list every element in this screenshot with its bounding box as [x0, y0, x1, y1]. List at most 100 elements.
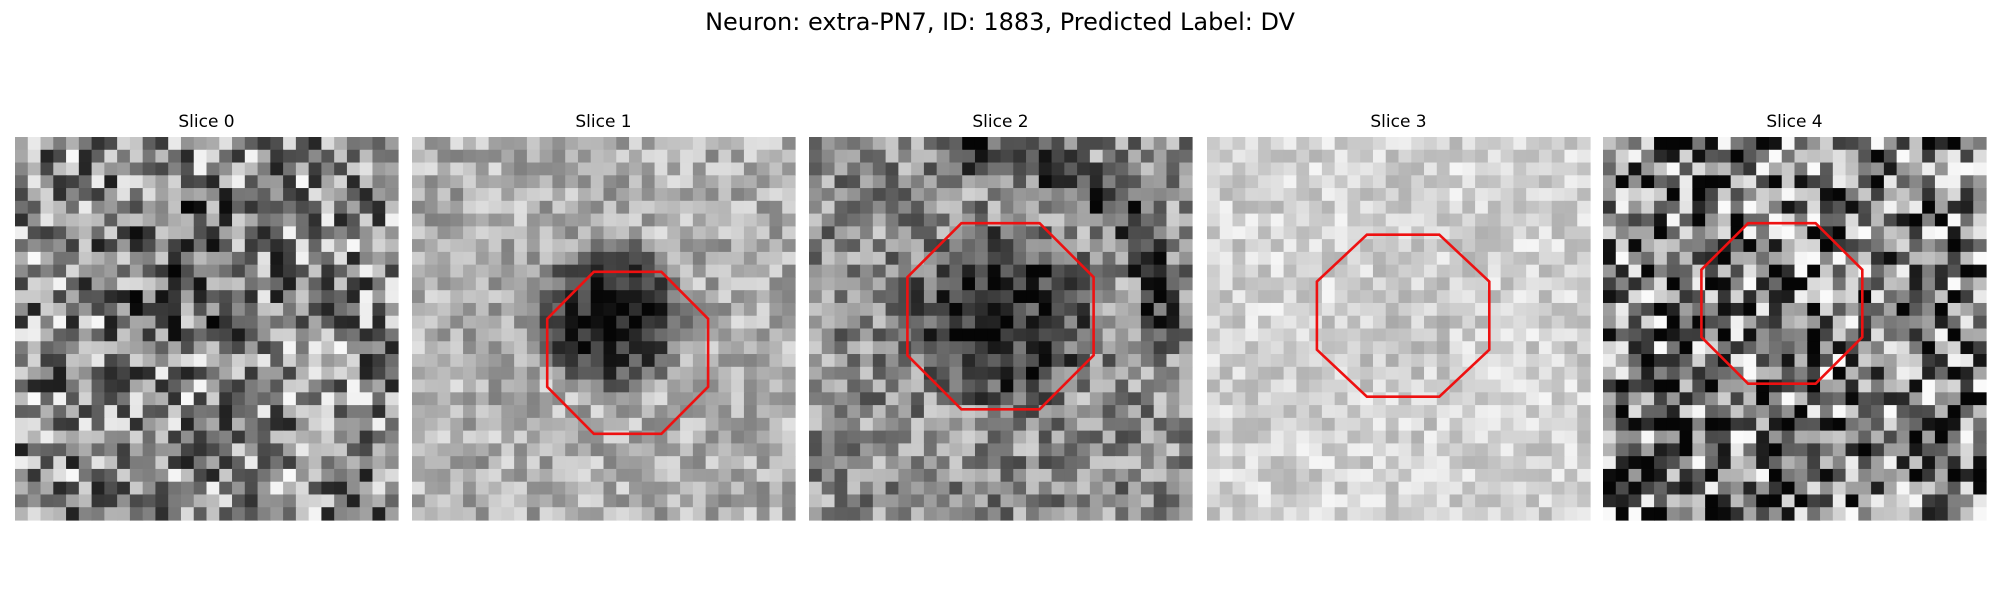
- pixel: [1258, 456, 1272, 470]
- pixel: [1641, 392, 1655, 406]
- pixel: [475, 443, 490, 457]
- pixel: [180, 213, 195, 227]
- pixel: [1051, 226, 1065, 240]
- pixel: [809, 251, 823, 266]
- pixel: [1398, 507, 1412, 521]
- pixel: [1666, 162, 1681, 176]
- pixel: [1768, 149, 1783, 164]
- pixel: [1551, 341, 1566, 355]
- pixel: [1321, 200, 1336, 215]
- pixel: [1947, 341, 1962, 355]
- pixel: [1538, 302, 1553, 317]
- pixel: [667, 188, 681, 202]
- pixel: [629, 290, 643, 304]
- pixel: [1487, 213, 1502, 227]
- pixel: [244, 264, 259, 279]
- pixel: [463, 366, 477, 381]
- pixel: [257, 379, 271, 393]
- pixel: [1436, 481, 1451, 496]
- pixel: [219, 302, 233, 317]
- pixel: [743, 405, 758, 419]
- pixel: [603, 290, 617, 304]
- pixel: [1000, 392, 1014, 406]
- pixel: [475, 137, 490, 151]
- pixel: [1219, 341, 1234, 355]
- pixel: [257, 315, 271, 330]
- pixel: [412, 315, 426, 330]
- pixel: [359, 456, 374, 470]
- pixel: [193, 315, 208, 330]
- pixel: [1603, 443, 1617, 457]
- pixel: [782, 341, 796, 355]
- pixel: [1334, 494, 1349, 508]
- pixel: [257, 494, 271, 508]
- pixel: [1666, 379, 1681, 393]
- pixel: [1309, 366, 1323, 381]
- pixel: [1089, 213, 1104, 227]
- pixel: [308, 341, 322, 355]
- pixel: [885, 213, 899, 227]
- pixel: [1207, 226, 1221, 240]
- pixel: [756, 417, 771, 432]
- pixel: [1960, 264, 1974, 279]
- pixel: [232, 137, 246, 151]
- pixel: [769, 264, 783, 279]
- pixel: [232, 379, 246, 393]
- pixel: [424, 328, 439, 342]
- pixel: [860, 213, 874, 227]
- pixel: [974, 239, 989, 253]
- pixel: [603, 315, 617, 330]
- pixel: [1603, 175, 1617, 189]
- pixel: [1128, 277, 1142, 291]
- pixel: [1153, 302, 1168, 317]
- pixel: [1128, 405, 1142, 419]
- pixel: [539, 251, 554, 266]
- pixel: [1153, 354, 1168, 368]
- pixel: [1398, 162, 1412, 176]
- pixel: [359, 417, 374, 432]
- pixel: [346, 188, 361, 202]
- pixel: [1347, 213, 1361, 227]
- pixel: [1577, 354, 1591, 368]
- pixel: [731, 226, 745, 240]
- pixel: [1270, 379, 1285, 393]
- pixel: [1334, 405, 1349, 419]
- pixel: [769, 468, 783, 483]
- pixel: [1909, 175, 1923, 189]
- pixel: [244, 188, 259, 202]
- pixel: [539, 507, 554, 521]
- pixel: [424, 405, 439, 419]
- pixel: [437, 456, 451, 470]
- pixel: [1756, 239, 1770, 253]
- pixel: [1858, 162, 1872, 176]
- pixel: [616, 251, 630, 266]
- pixel: [1449, 392, 1463, 406]
- pixel: [385, 379, 399, 393]
- pixel: [1128, 392, 1142, 406]
- pixel: [1179, 315, 1193, 330]
- pixel: [424, 239, 439, 253]
- pixel: [1628, 392, 1642, 406]
- pixel: [949, 443, 963, 457]
- pixel: [372, 149, 386, 164]
- pixel: [1013, 507, 1027, 521]
- pixel: [1934, 188, 1949, 202]
- pixel: [743, 251, 758, 266]
- pixel: [424, 468, 439, 483]
- pixel: [437, 379, 451, 393]
- pixel: [616, 405, 630, 419]
- pixel: [1398, 456, 1412, 470]
- pixel: [1679, 188, 1693, 202]
- pixel: [168, 354, 182, 368]
- pixel: [1334, 175, 1349, 189]
- pixel: [1960, 200, 1974, 215]
- pixel: [1411, 379, 1425, 393]
- pixel: [1153, 392, 1168, 406]
- pixel: [27, 277, 42, 291]
- pixel: [821, 507, 836, 521]
- pixel: [180, 264, 195, 279]
- pixel: [1692, 188, 1706, 202]
- pixel: [923, 200, 938, 215]
- pixel: [1219, 315, 1234, 330]
- pixel: [718, 481, 732, 496]
